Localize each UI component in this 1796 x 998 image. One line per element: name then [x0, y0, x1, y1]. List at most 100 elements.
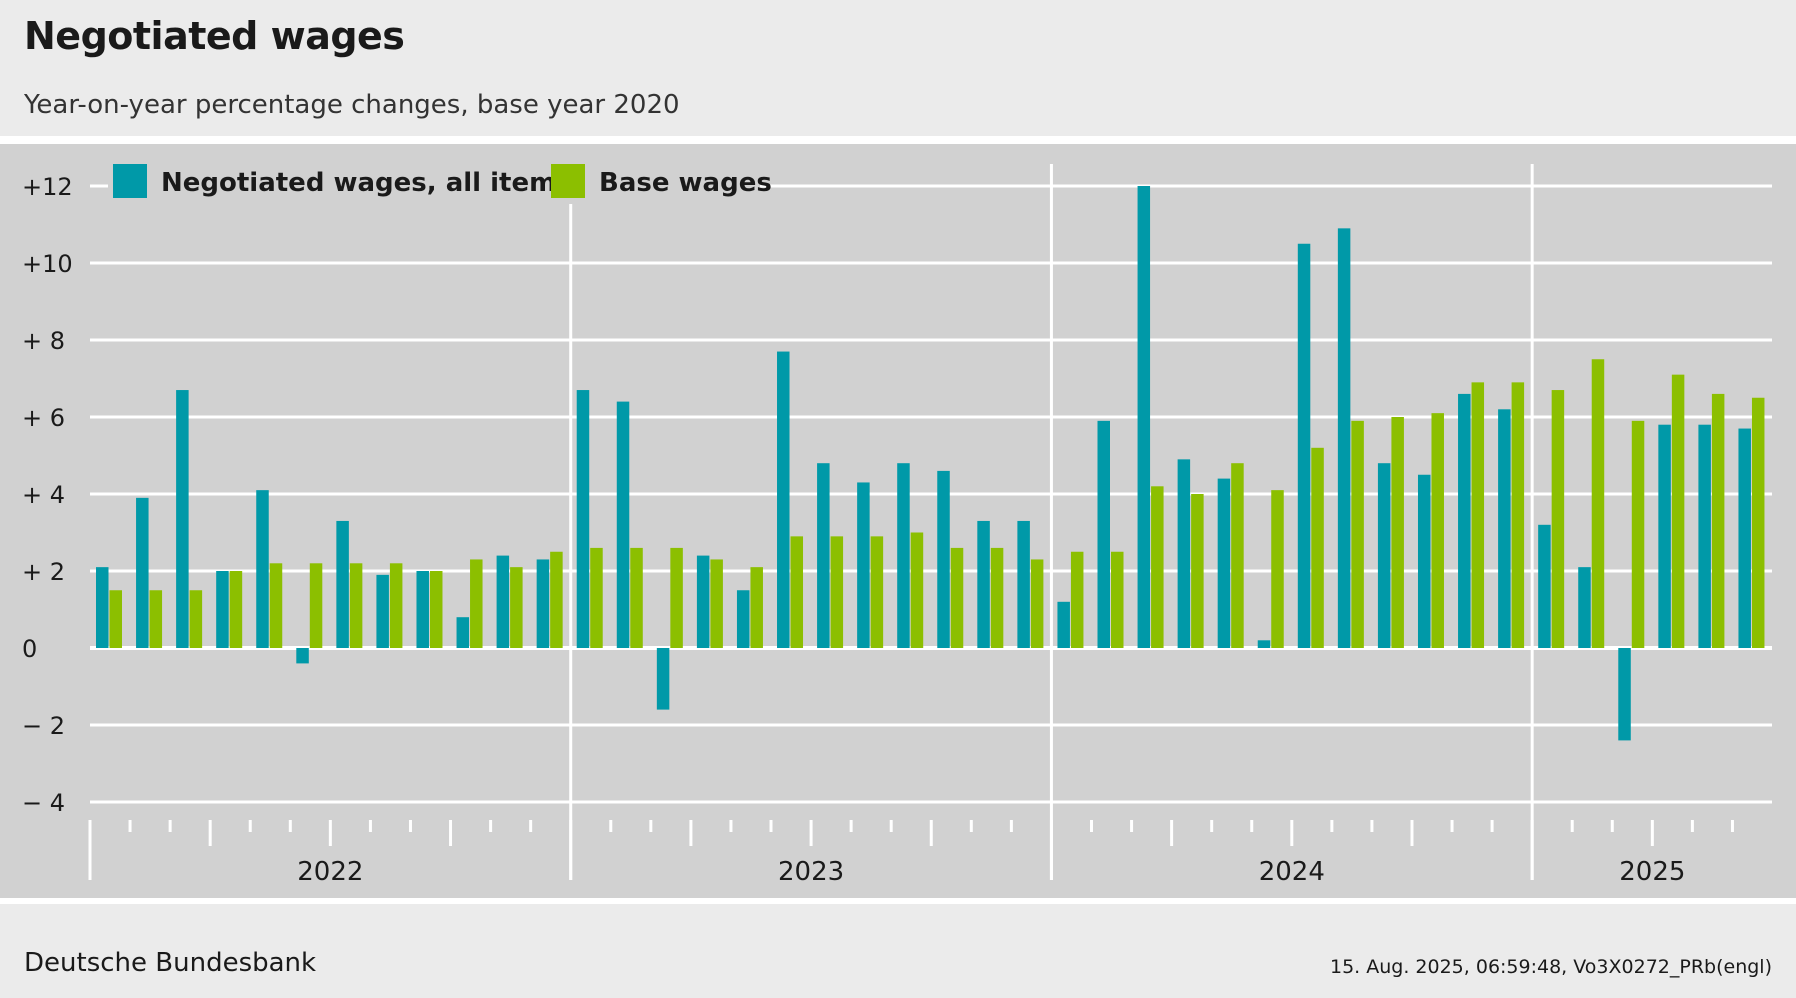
legend-swatch-base [551, 164, 585, 198]
chart-title: Negotiated wages [24, 14, 405, 58]
legend-background [108, 160, 760, 204]
bar-base-wages [1351, 420, 1364, 648]
year-label: 2022 [297, 857, 363, 887]
bar-negotiated-wages [977, 520, 990, 648]
bar-base-wages [1151, 486, 1164, 648]
bar-base-wages [1111, 551, 1124, 648]
bar-base-wages [710, 559, 723, 648]
bar-negotiated-wages [96, 567, 109, 648]
bar-negotiated-wages [937, 470, 950, 648]
bar-base-wages [1511, 382, 1525, 648]
bar-negotiated-wages [256, 490, 269, 648]
y-tick-label: +10 [22, 250, 73, 278]
bar-negotiated-wages [376, 574, 389, 648]
bar-base-wages [1671, 374, 1685, 648]
bar-base-wages [229, 571, 243, 648]
bar-negotiated-wages [216, 571, 229, 648]
bar-negotiated-wages [1337, 228, 1351, 648]
year-label: 2025 [1619, 857, 1685, 887]
y-tick-label: + 4 [22, 481, 65, 509]
y-tick-label: 0 [22, 635, 37, 663]
bar-base-wages [1391, 417, 1404, 648]
bar-negotiated-wages [136, 497, 149, 648]
bar-base-wages [1711, 393, 1725, 648]
y-tick-label: + 6 [22, 404, 65, 432]
bar-negotiated-wages [1137, 186, 1151, 648]
bar-base-wages [630, 547, 643, 648]
legend-swatch-negotiated [113, 164, 147, 198]
bar-negotiated-wages [1217, 478, 1231, 648]
bar-negotiated-wages [1658, 424, 1671, 648]
bar-base-wages [429, 571, 443, 648]
y-tick-label: − 2 [22, 712, 65, 740]
bar-negotiated-wages [1458, 393, 1471, 648]
bottom-separator [0, 898, 1796, 904]
bar-negotiated-wages [656, 648, 670, 710]
bar-negotiated-wages [576, 390, 590, 648]
bar-base-wages [309, 563, 323, 648]
legend-label-base: Base wages [599, 168, 772, 198]
bar-base-wages [750, 567, 763, 648]
bar-negotiated-wages [296, 648, 309, 664]
bar-negotiated-wages [777, 351, 790, 648]
year-label: 2024 [1259, 857, 1325, 887]
bar-base-wages [1271, 490, 1284, 648]
y-tick-label: + 8 [22, 327, 65, 355]
bar-negotiated-wages [1097, 420, 1110, 648]
bar-negotiated-wages [1057, 601, 1070, 648]
bar-negotiated-wages [176, 390, 189, 648]
bar-negotiated-wages [817, 463, 830, 648]
bar-base-wages [910, 532, 924, 648]
bar-base-wages [1191, 494, 1204, 648]
bar-negotiated-wages [1177, 459, 1191, 648]
bar-negotiated-wages [1578, 567, 1591, 648]
bar-base-wages [1431, 413, 1444, 648]
bar-base-wages [550, 551, 563, 648]
bar-base-wages [189, 590, 203, 648]
bar-base-wages [990, 547, 1004, 648]
bar-base-wages [349, 563, 363, 648]
bar-base-wages [269, 563, 283, 648]
bar-base-wages [1231, 463, 1244, 648]
bar-base-wages [950, 547, 964, 648]
bar-negotiated-wages [696, 555, 710, 648]
bar-negotiated-wages [897, 463, 910, 648]
bar-base-wages [1551, 390, 1565, 648]
bar-base-wages [870, 536, 884, 648]
bar-base-wages [790, 536, 804, 648]
bar-negotiated-wages [416, 571, 429, 648]
bar-negotiated-wages [616, 401, 630, 648]
bar-negotiated-wages [1017, 520, 1030, 648]
bar-negotiated-wages [1297, 243, 1311, 648]
bar-base-wages [590, 547, 603, 648]
bar-negotiated-wages [496, 555, 510, 648]
bar-base-wages [1030, 559, 1044, 648]
bar-base-wages [470, 559, 483, 648]
bar-base-wages [510, 567, 523, 648]
bar-negotiated-wages [736, 590, 750, 648]
bar-negotiated-wages [1738, 428, 1751, 648]
bar-base-wages [1471, 382, 1485, 648]
bar-base-wages [1751, 397, 1765, 648]
legend-label-negotiated: Negotiated wages, all items [161, 168, 572, 198]
y-tick-label: − 4 [22, 789, 65, 817]
bar-negotiated-wages [1618, 648, 1631, 741]
bar-base-wages [1070, 551, 1084, 648]
bar-base-wages [1631, 420, 1645, 648]
bar-base-wages [109, 590, 122, 648]
bar-base-wages [830, 536, 844, 648]
chart-subtitle: Year-on-year percentage changes, base ye… [24, 90, 680, 120]
source-label: Deutsche Bundesbank [24, 948, 317, 978]
timestamp-label: 15. Aug. 2025, 06:59:48, Vo3X0272_PRb(en… [1329, 956, 1772, 978]
bar-negotiated-wages [536, 559, 550, 648]
bar-negotiated-wages [1538, 524, 1551, 648]
bar-negotiated-wages [1257, 640, 1271, 648]
bar-negotiated-wages [1498, 409, 1511, 648]
bar-negotiated-wages [336, 520, 349, 648]
bar-base-wages [670, 547, 683, 648]
bar-negotiated-wages [456, 617, 470, 648]
bar-base-wages [1311, 447, 1324, 648]
bar-base-wages [1591, 359, 1605, 648]
top-separator [0, 136, 1796, 144]
